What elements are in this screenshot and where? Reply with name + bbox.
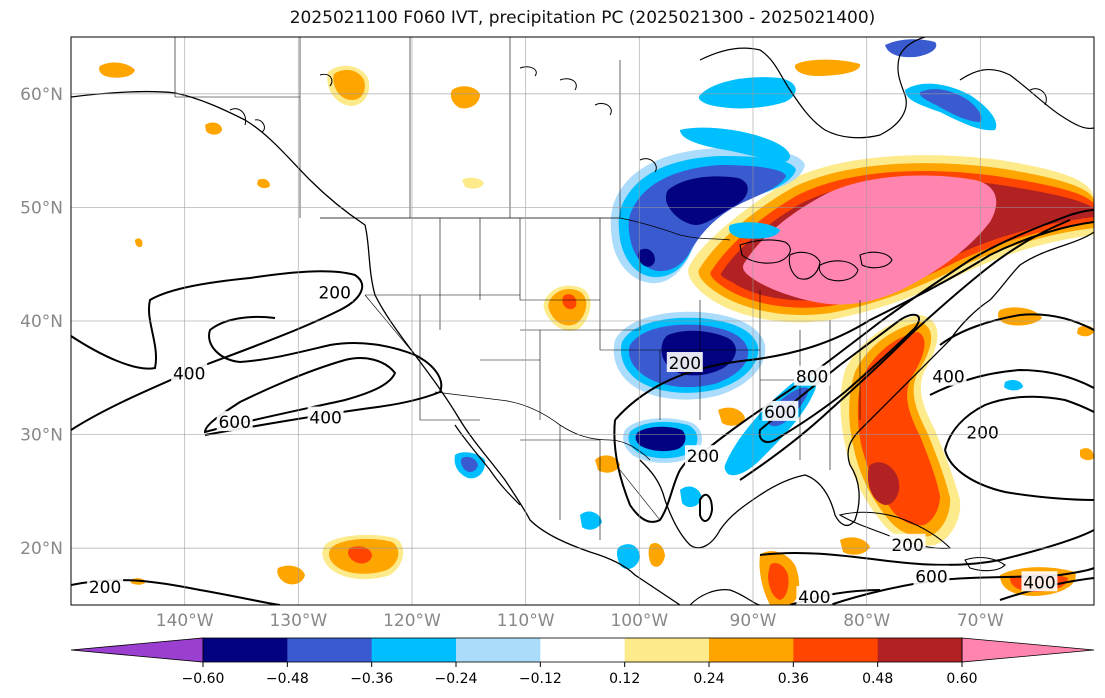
colorbar-tick-label: −0.48 <box>266 671 309 687</box>
colorbar-tick-label: 0.60 <box>946 671 977 687</box>
contour-label-bg <box>171 362 208 383</box>
latitude-label: 30°N <box>20 426 63 446</box>
colorbar-tick-label: −0.36 <box>350 671 393 687</box>
precip-shading <box>99 39 1094 605</box>
contour-label-bg <box>316 281 353 302</box>
contour-label: 400 <box>932 368 964 388</box>
ivt-contour-800 <box>758 313 920 443</box>
latitude-labels: 60°N 50°N 40°N 30°N 20°N <box>20 85 63 559</box>
latitude-label: 40°N <box>20 312 63 332</box>
contour-label: 600 <box>915 568 947 588</box>
central-america <box>689 589 761 605</box>
contour-label: 400 <box>173 364 205 384</box>
contour-label-bg <box>87 575 124 596</box>
coastline-baja <box>454 424 521 506</box>
contour-label: 200 <box>318 284 350 304</box>
contour-label-bg <box>913 565 950 586</box>
colorbar-tick-label: 0.12 <box>609 671 640 687</box>
colorbar-under-arrow <box>70 637 204 663</box>
ivt-contour-600-caribbean <box>829 567 1094 605</box>
islands-misc <box>229 66 1047 173</box>
coastline-hudson <box>699 37 926 139</box>
contour-label-bg <box>889 533 926 554</box>
contour-label: 600 <box>218 413 250 433</box>
contour-label-bg <box>307 406 344 427</box>
hispaniola <box>964 556 1006 572</box>
contour-label: 400 <box>1023 573 1055 593</box>
colorbar: −0.60 −0.48 −0.36 −0.24 −0.12 0.12 0.24 0.36 0.4… <box>70 637 1095 687</box>
mexico-states <box>520 425 661 540</box>
coastline-labrador <box>959 68 1094 130</box>
contour-label-bg <box>762 400 799 421</box>
contour-label-bg <box>216 411 253 432</box>
longitude-label: 110°W <box>497 611 555 631</box>
contour-label: 200 <box>687 447 719 467</box>
contour-label-bg <box>964 421 1001 442</box>
colorbar-tick-label: −0.60 <box>182 671 225 687</box>
canada-us-border <box>320 217 731 241</box>
latitude-label: 60°N <box>20 85 63 105</box>
colorbar-segment <box>709 638 794 662</box>
contour-label-bg <box>930 365 967 386</box>
longitude-label: 80°W <box>843 611 890 631</box>
contour-label: 400 <box>798 588 830 608</box>
coastline-northeast <box>989 231 1094 301</box>
colorbar-segment <box>371 638 457 662</box>
colorbar-segment <box>203 638 288 662</box>
longitude-label: 90°W <box>730 611 777 631</box>
contour-label: 200 <box>89 578 121 598</box>
longitude-label: 70°W <box>957 611 1004 631</box>
contour-label-bg <box>796 586 833 607</box>
contour-label-bg <box>794 365 831 386</box>
colorbar-segment <box>877 638 963 662</box>
ivt-contour-200-mexico <box>699 493 714 522</box>
contour-label: 200 <box>966 423 998 443</box>
colorbar-segment <box>287 638 373 662</box>
contour-label-bg <box>666 352 703 373</box>
colorbar-outline <box>202 637 963 663</box>
contour-label: 600 <box>764 403 796 423</box>
colorbar-tick-label: −0.12 <box>519 671 562 687</box>
map-frame <box>70 36 1095 606</box>
ivt-contour-400-east <box>699 209 1094 456</box>
colorbar-tick-label: 0.24 <box>693 671 724 687</box>
colorbar-tick-label: 0.48 <box>862 671 893 687</box>
coastline-gulf <box>639 299 991 549</box>
contour-label: 200 <box>891 536 923 556</box>
colorbar-segment <box>793 638 879 662</box>
ivt-contour-600-east <box>739 219 1071 481</box>
coastline-west <box>71 90 681 605</box>
longitude-label: 120°W <box>383 611 441 631</box>
canada-province-borders <box>174 37 621 218</box>
great-lakes <box>739 239 893 282</box>
colorbar-tick-label: 0.36 <box>778 671 809 687</box>
contour-label-bg <box>1021 571 1058 592</box>
contour-label-bg <box>684 445 721 466</box>
coastlines-borders <box>71 37 1094 605</box>
colorbar-over-arrow <box>961 637 1095 663</box>
latitude-label: 50°N <box>20 198 63 218</box>
map-title: 2025021100 F060 IVT, precipitation PC (2… <box>289 8 876 28</box>
graticule <box>71 37 1094 605</box>
contour-label: 400 <box>309 409 341 429</box>
longitude-label: 100°W <box>610 611 668 631</box>
mexico-us-border <box>434 391 651 461</box>
colorbar-segment <box>624 638 710 662</box>
ivt-contour-200-atlantic <box>944 395 1094 501</box>
longitude-labels: 140°W 130°W 120°W 110°W 100°W 90°W 80°W 70°W <box>156 611 1004 631</box>
ivt-contour-400-west <box>204 315 443 436</box>
ivt-contour-600 <box>203 357 397 434</box>
contour-label: 200 <box>669 354 701 374</box>
colorbar-segment <box>456 638 541 662</box>
colorbar-segment <box>540 638 626 662</box>
contour-label: 800 <box>796 368 828 388</box>
colorbar-tick-label: −0.24 <box>435 671 478 687</box>
latitude-label: 20°N <box>20 539 63 559</box>
longitude-label: 130°W <box>269 611 327 631</box>
longitude-label: 140°W <box>156 611 214 631</box>
ivt-contour-200-caribbean <box>759 529 1094 566</box>
